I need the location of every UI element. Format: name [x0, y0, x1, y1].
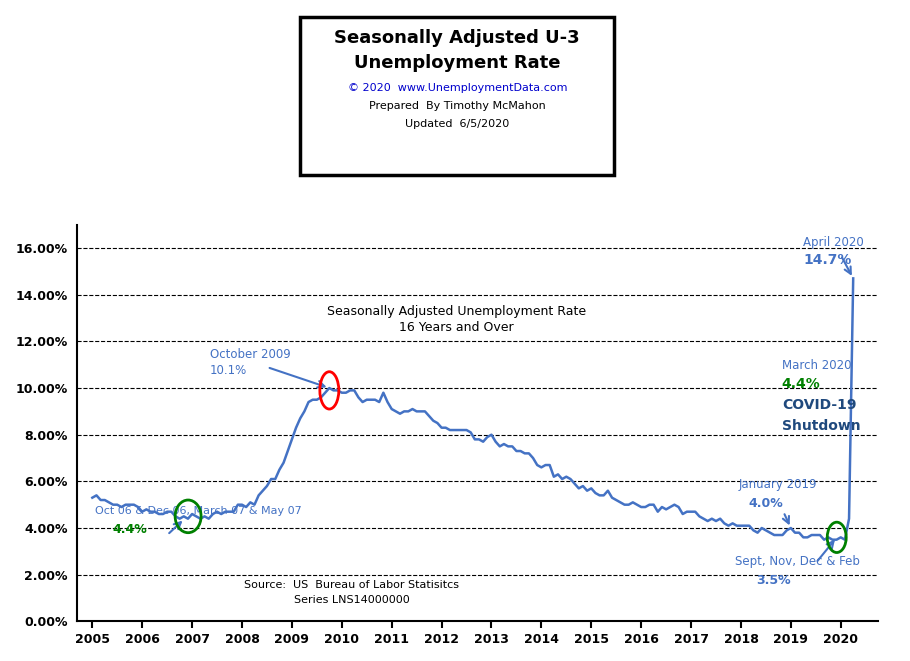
Text: 16 Years and Over: 16 Years and Over — [399, 321, 514, 334]
Text: Series LNS14000000: Series LNS14000000 — [294, 596, 410, 605]
Text: Seasonally Adjusted U-3: Seasonally Adjusted U-3 — [335, 29, 580, 48]
Text: Oct 06 & Dec 06, March 07 & May 07: Oct 06 & Dec 06, March 07 & May 07 — [95, 506, 301, 516]
Text: Prepared  By Timothy McMahon: Prepared By Timothy McMahon — [369, 100, 546, 111]
Text: April 2020: April 2020 — [804, 236, 864, 249]
Text: 4.0%: 4.0% — [748, 497, 784, 510]
Text: October 2009: October 2009 — [209, 348, 290, 361]
Text: Unemployment Rate: Unemployment Rate — [354, 54, 561, 72]
Text: 14.7%: 14.7% — [804, 253, 852, 268]
Text: January 2019: January 2019 — [738, 479, 817, 491]
Text: Updated  6/5/2020: Updated 6/5/2020 — [405, 118, 510, 129]
Text: Seasonally Adjusted Unemployment Rate: Seasonally Adjusted Unemployment Rate — [327, 305, 586, 317]
Text: © 2020  www.UnemploymentData.com: © 2020 www.UnemploymentData.com — [348, 83, 567, 93]
Text: 10.1%: 10.1% — [209, 364, 247, 377]
Text: COVID-19: COVID-19 — [782, 398, 856, 412]
Text: 4.4%: 4.4% — [782, 377, 821, 391]
Text: March 2020: March 2020 — [782, 360, 852, 372]
Text: 4.4%: 4.4% — [112, 523, 147, 535]
Text: Sept, Nov, Dec & Feb: Sept, Nov, Dec & Feb — [735, 555, 860, 568]
Text: Shutdown: Shutdown — [782, 419, 861, 433]
Text: 3.5%: 3.5% — [756, 574, 791, 587]
Text: Source:  US  Bureau of Labor Statisitcs: Source: US Bureau of Labor Statisitcs — [244, 580, 460, 590]
